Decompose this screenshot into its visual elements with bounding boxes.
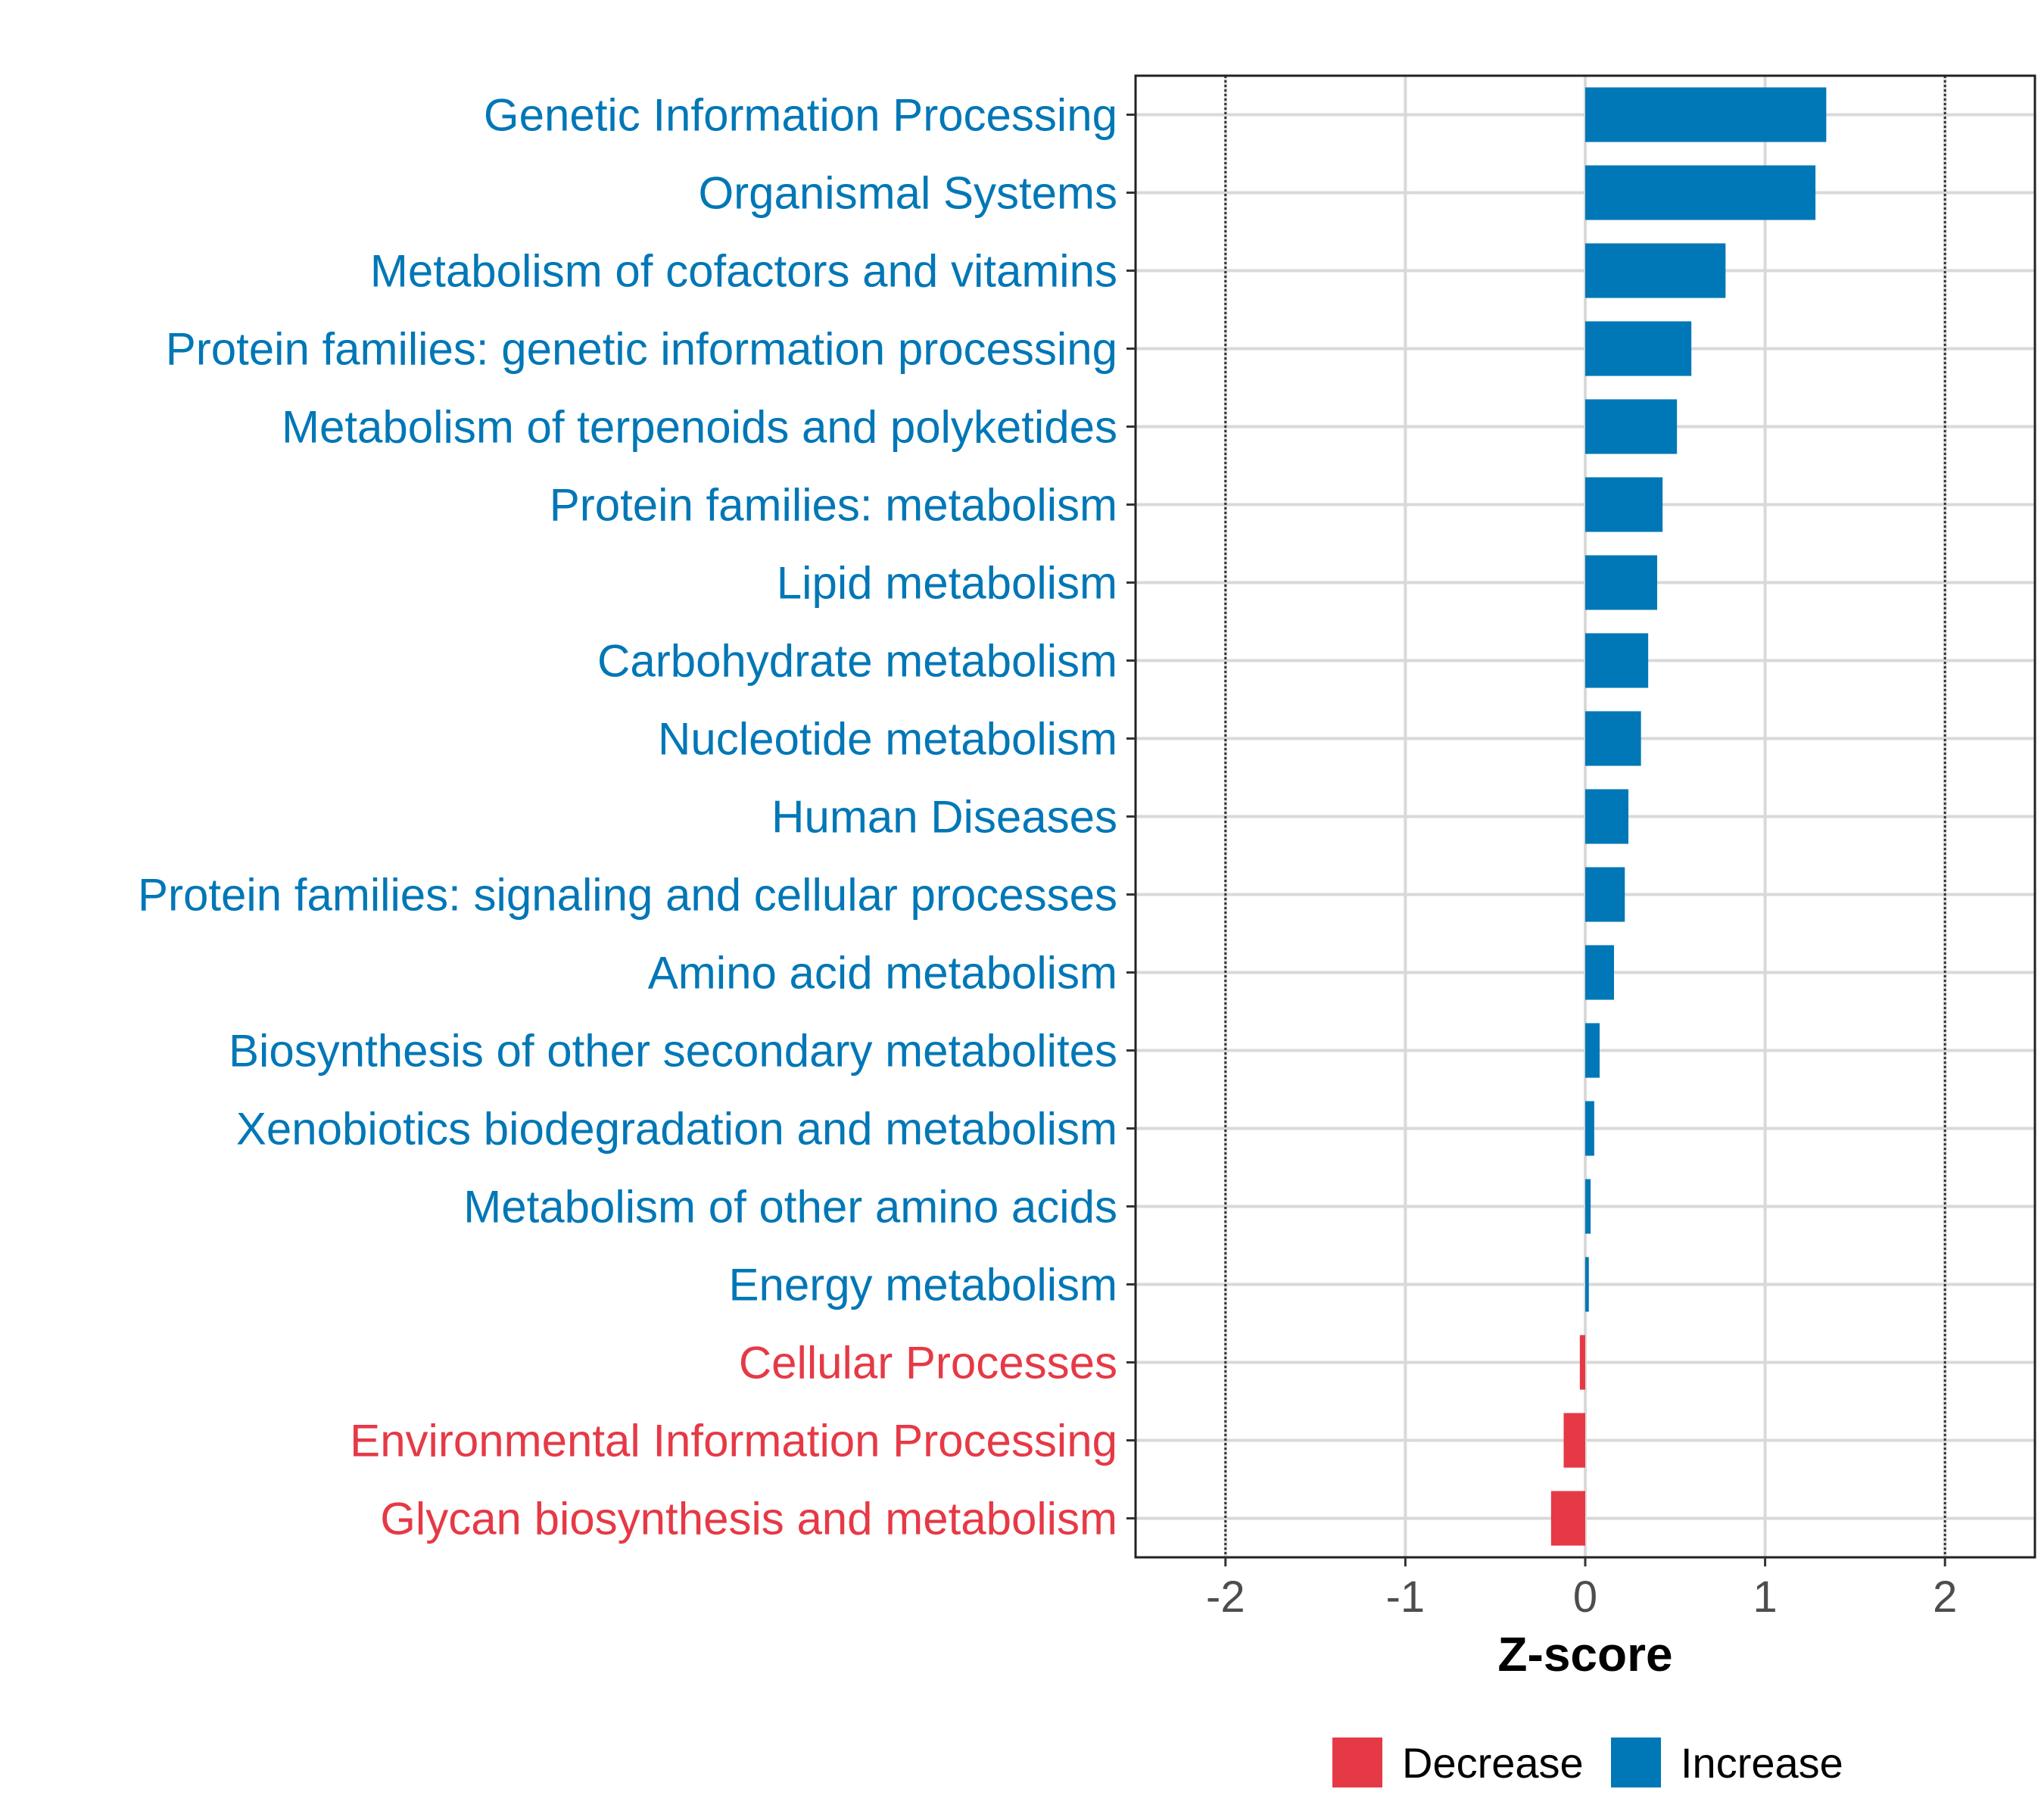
x-tick-label: 1 <box>1753 1572 1777 1622</box>
x-tick-label: 2 <box>1933 1572 1957 1622</box>
legend-label-decrease: Decrease <box>1402 1739 1584 1787</box>
x-tick-label: -1 <box>1386 1572 1426 1622</box>
y-tick-label: Carbohydrate metabolism <box>597 636 1117 687</box>
y-tick-label: Biosynthesis of other secondary metaboli… <box>229 1026 1117 1077</box>
x-axis-title: Z-score <box>1497 1627 1672 1681</box>
bar <box>1585 1179 1591 1234</box>
bar <box>1585 945 1615 1000</box>
legend: Decrease Increase <box>1332 1738 1843 1787</box>
bar <box>1585 711 1641 766</box>
bar <box>1585 789 1629 844</box>
bar <box>1563 1413 1585 1468</box>
bar <box>1585 867 1625 922</box>
y-tick-label: Organismal Systems <box>699 168 1117 219</box>
y-tick-label: Metabolism of terpenoids and polyketides <box>282 402 1117 453</box>
y-tick-label: Lipid metabolism <box>777 558 1117 609</box>
bar <box>1579 1335 1585 1390</box>
x-axis: -2 -1 0 1 2 <box>1206 1557 1957 1622</box>
bars <box>1550 87 1827 1546</box>
y-tick-label: Metabolism of other amino acids <box>463 1182 1117 1233</box>
y-tick-label: Glycan biosynthesis and metabolism <box>380 1494 1117 1544</box>
bar <box>1585 165 1816 220</box>
y-tick-label: Human Diseases <box>771 792 1117 843</box>
x-tick-label: 0 <box>1573 1572 1597 1622</box>
y-axis: Genetic Information Processing Organismal… <box>138 90 1136 1544</box>
legend-key-increase <box>1611 1738 1661 1787</box>
y-tick-label: Cellular Processes <box>739 1338 1117 1388</box>
legend-label-increase: Increase <box>1681 1739 1843 1787</box>
bar <box>1585 1023 1600 1078</box>
bar <box>1585 399 1678 454</box>
bar <box>1585 1257 1589 1312</box>
bar <box>1550 1491 1585 1546</box>
bar <box>1585 477 1663 532</box>
bar <box>1585 243 1726 298</box>
y-tick-label: Environmental Information Processing <box>350 1416 1117 1466</box>
x-tick-label: -2 <box>1206 1572 1245 1622</box>
y-tick-label: Genetic Information Processing <box>484 90 1117 141</box>
bar <box>1585 321 1692 376</box>
bar <box>1585 633 1649 688</box>
bar <box>1585 1101 1594 1156</box>
y-tick-label: Xenobiotics biodegradation and metabolis… <box>236 1104 1117 1155</box>
legend-key-decrease <box>1332 1738 1382 1787</box>
y-tick-label: Metabolism of cofactors and vitamins <box>370 246 1117 297</box>
y-tick-label: Protein families: signaling and cellular… <box>138 870 1117 921</box>
y-tick-label: Energy metabolism <box>728 1260 1117 1311</box>
y-tick-label: Protein families: metabolism <box>550 480 1117 531</box>
y-tick-label: Nucleotide metabolism <box>658 714 1117 765</box>
y-tick-label: Protein families: genetic information pr… <box>166 324 1117 375</box>
y-tick-label: Amino acid metabolism <box>648 948 1117 999</box>
bar <box>1585 555 1658 610</box>
bar <box>1585 87 1827 142</box>
